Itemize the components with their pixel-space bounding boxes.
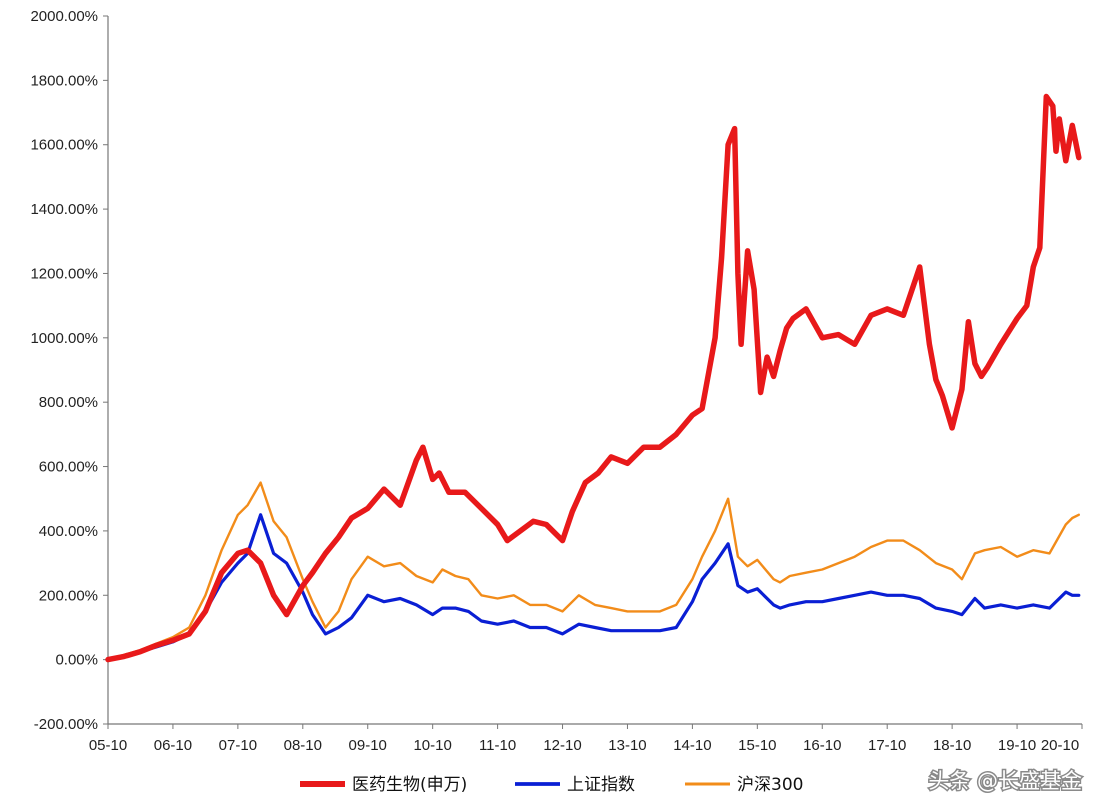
legend-label-2: 沪深300 (737, 775, 803, 795)
x-tick-label: 08-10 (284, 737, 322, 754)
y-tick-label: 1400.00% (30, 201, 98, 218)
watermark-text: 头条 @长盛基金 (928, 769, 1082, 793)
legend-label-1: 上证指数 (567, 775, 635, 795)
x-tick-label: 16-10 (803, 737, 841, 754)
legend: 医药生物(申万) 上证指数 沪深300 (300, 775, 803, 795)
x-tick-label: 12-10 (543, 737, 581, 754)
x-tick-label: 17-10 (868, 737, 906, 754)
y-tick-label: -200.00% (34, 716, 98, 733)
legend-label-0: 医药生物(申万) (352, 775, 467, 795)
y-tick-label: 400.00% (39, 523, 98, 540)
x-tick-label: 09-10 (349, 737, 387, 754)
x-tick-label: 10-10 (413, 737, 451, 754)
x-tick-label: 14-10 (673, 737, 711, 754)
x-tick-label: 05-10 (89, 737, 127, 754)
x-tick-label: 07-10 (219, 737, 257, 754)
axes: -200.00% 0.00% 200.00% 400.00% 600.00% 800.00… (30, 8, 1083, 754)
y-tick-label: 600.00% (39, 459, 98, 476)
watermark: 头条 @长盛基金 (927, 768, 1084, 795)
x-tick-label: 19-10 (998, 737, 1036, 754)
y-tick-label: 200.00% (39, 587, 98, 604)
y-tick-label: 1800.00% (30, 72, 98, 89)
series-line-2 (106, 481, 1081, 661)
series-line-1 (106, 513, 1081, 662)
series-layer (105, 93, 1082, 663)
x-tick-label: 15-10 (738, 737, 776, 754)
x-tick-label: 18-10 (933, 737, 971, 754)
x-tick-label: 20-10 (1041, 737, 1079, 754)
y-tick-label: 0.00% (55, 652, 98, 669)
y-tick-label: 1200.00% (30, 265, 98, 282)
y-tick-label: 2000.00% (30, 8, 98, 25)
x-tick-label: 11-10 (479, 737, 516, 754)
x-tick-label: 13-10 (608, 737, 646, 754)
y-tick-label: 1000.00% (30, 330, 98, 347)
y-tick-label: 1600.00% (30, 137, 98, 154)
x-tick-label: 06-10 (154, 737, 192, 754)
y-tick-label: 800.00% (39, 394, 98, 411)
series-line-0 (105, 93, 1082, 663)
